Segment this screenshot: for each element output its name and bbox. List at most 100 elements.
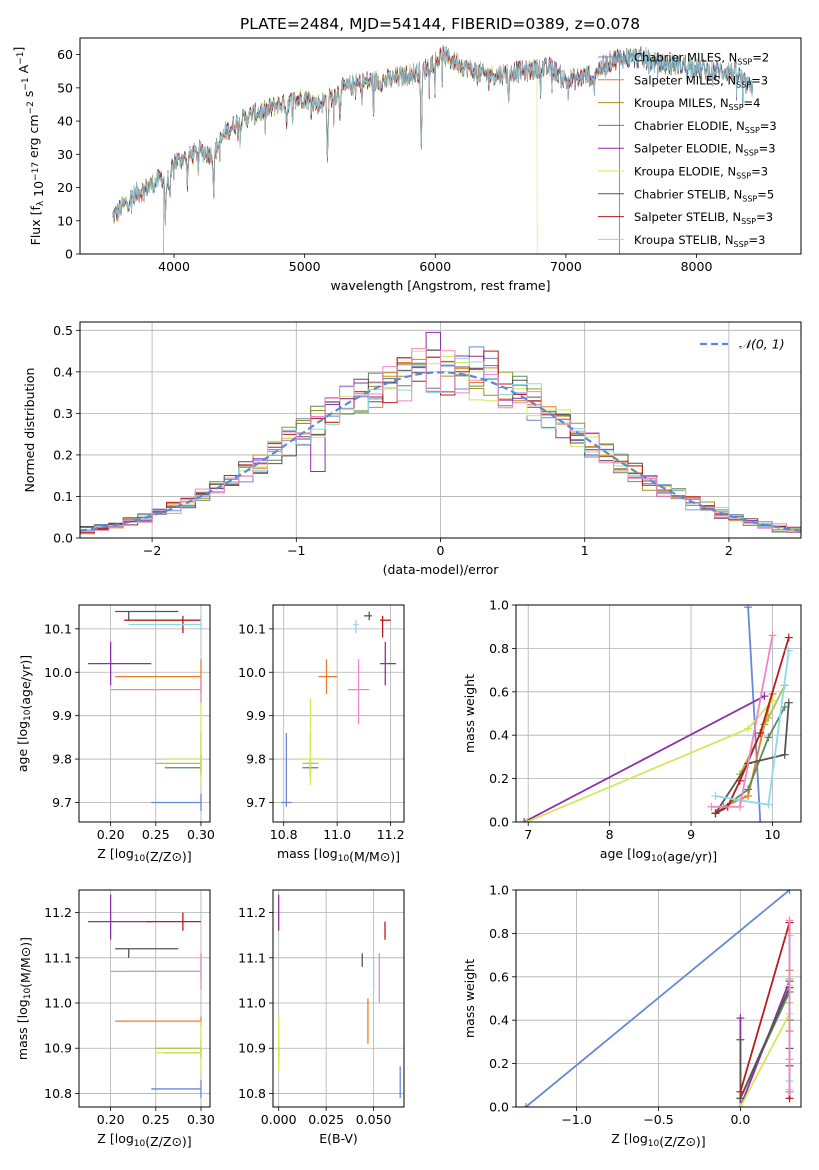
errorbar-point-9 (128, 615, 202, 634)
x-tick-label: 4000 (158, 259, 190, 274)
label-sub: 10 (23, 709, 33, 721)
legend-text: Salpeter MILES, N (634, 73, 736, 87)
label-part: Flux [f (28, 206, 43, 246)
weight-line (525, 890, 791, 1107)
panel-mass_vs_EBV: 0.000 0.025 0.050 10.8 10.9 11.0 11.1 11.2 E(B-V… (238, 889, 405, 1146)
label-part: (age/yr)] (18, 655, 33, 710)
y-tick-label: 1.0 (489, 598, 509, 613)
y-tick-label: 0.0 (53, 531, 73, 546)
errorbar-point-2 (318, 659, 338, 694)
x-tick-label: 0.30 (187, 1112, 215, 1127)
legend-entry: Chabrier ELODIE, NSSP=3 (634, 119, 777, 135)
y-tick-label: 0.0 (489, 1100, 509, 1115)
legend-entry: Kroupa ELODIE, NSSP=3 (634, 165, 768, 181)
x-tick-label: 2 (725, 543, 733, 558)
legend-text: Kroupa MILES, N (634, 96, 729, 110)
weight-line (747, 607, 762, 822)
x-tick-label: −1 (287, 543, 305, 558)
weight_vs_Z-x-label: Z [log10(Z/Z⊙)] (611, 1131, 705, 1149)
label-sub: λ (36, 200, 46, 206)
label-part: wavelength [Angstrom, rest frame] (330, 278, 550, 293)
x-tick-label: 0.25 (142, 1112, 170, 1127)
panel-residuals: −2 −1 0 1 2 0.0 0.1 0.2 0.3 0.4 0.5 𝒩(0, 1) (data-mo… (22, 321, 802, 577)
label-part: ] (11, 47, 26, 52)
legend-entry: Salpeter MILES, NSSP=3 (634, 73, 768, 89)
panel-spectrum: 4000 5000 6000 7000 8000 0 10 20 30 40 50 60 wavelen… (11, 37, 802, 293)
figure-title: PLATE=2484, MJD=54144, FIBERID=0389, z=0… (240, 15, 640, 33)
label-part: E(B-V) (319, 1131, 358, 1146)
errorbar-point-8 (146, 912, 201, 931)
plot-area-mass_vs_Z (88, 894, 202, 1098)
label-part: Z [ (97, 846, 114, 861)
axes-frame (272, 604, 405, 823)
y-tick-label: 0.2 (53, 447, 73, 462)
errorbar-point-7 (115, 948, 179, 958)
legend-sub: SSP (736, 80, 751, 89)
y-tick-label: 0.4 (489, 1013, 509, 1028)
weight-line (715, 650, 790, 806)
y-tick-label: 9.9 (246, 708, 266, 723)
legend-text: Chabrier ELODIE, N (634, 119, 745, 133)
plot-area-mass_vs_EBV (278, 894, 401, 1098)
y-tick-label: 0 (65, 247, 73, 262)
residual-legend: 𝒩(0, 1) (700, 337, 785, 352)
legend-text: =5 (757, 187, 774, 201)
legend-text: Kroupa STELIB, N (634, 233, 734, 247)
errorbar-point-7 (115, 610, 179, 621)
panels: 4000 5000 6000 7000 80000102030405060wavelen… (11, 37, 802, 1149)
label-part: age [ (600, 846, 632, 861)
x-tick-label: 7000 (550, 259, 582, 274)
legend-text: =3 (759, 142, 776, 156)
weight-series-8 (711, 633, 793, 818)
plot-area-residuals (80, 331, 801, 535)
label-sub: 10 (23, 988, 33, 1000)
legend-entry: Kroupa MILES, NSSP=4 (634, 96, 760, 112)
label-part: Z [ (97, 1131, 114, 1146)
normal-reference-curve (80, 371, 801, 532)
errorbar-point-1 (151, 1079, 202, 1098)
errorbar-point-3 (155, 1039, 202, 1058)
y-tick-label: 11.0 (238, 996, 266, 1011)
x-tick-label: 0.20 (97, 1112, 125, 1127)
label-part: (Z/Z⊙)] (659, 1134, 705, 1149)
weight-line (526, 699, 774, 822)
label-sub: 10 (648, 1139, 660, 1149)
y-tick-label: 10 (57, 213, 73, 228)
spectrum-y-label: Flux [fλ 10−17 erg cm−2 s−1 A−1] (11, 47, 46, 246)
grid-age_vs_mass (273, 605, 404, 822)
age_vs_Z-y-label: age [log10(age/yr)] (15, 655, 33, 772)
y-tick-label: 0.3 (53, 406, 73, 421)
plot-area-spectrum (112, 44, 754, 254)
y-tick-label: 9.7 (246, 795, 266, 810)
legend-entry: Chabrier MILES, NSSP=2 (634, 51, 769, 67)
x-tick-label: 1 (581, 543, 589, 558)
legend-sub: SSP (742, 194, 757, 203)
legend-text: =3 (751, 73, 768, 87)
x-tick-label: 0.25 (142, 827, 170, 842)
x-tick-label: 0.050 (356, 1112, 392, 1127)
grid-mass_vs_EBV (273, 890, 404, 1107)
label-part: log (15, 999, 30, 1018)
legend-sub: SSP (737, 58, 752, 67)
y-tick-label: 11.2 (238, 905, 266, 920)
x-tick-label: 0.000 (261, 1112, 297, 1127)
x-tick-label: −0.5 (643, 1112, 673, 1127)
label-sub: 10 (651, 854, 663, 864)
legend-entry: Chabrier STELIB, NSSP=5 (634, 187, 774, 203)
y-tick-label: 9.8 (246, 752, 266, 767)
errorbar-point-8 (379, 615, 391, 638)
errorbar-point-2 (115, 659, 202, 694)
weight-series-1 (521, 890, 794, 1107)
weight-line (714, 706, 786, 815)
label-sup: −2 (26, 101, 36, 114)
mass_vs_Z-y-label: mass [log10(M/M⊙)] (15, 937, 33, 1060)
x-tick-label: 0.20 (97, 827, 125, 842)
x-tick-label: 9 (687, 827, 695, 842)
legend-text: Salpeter STELIB, N (634, 210, 741, 224)
label-part: log (319, 846, 338, 861)
errorbar-point-5 (88, 641, 152, 686)
